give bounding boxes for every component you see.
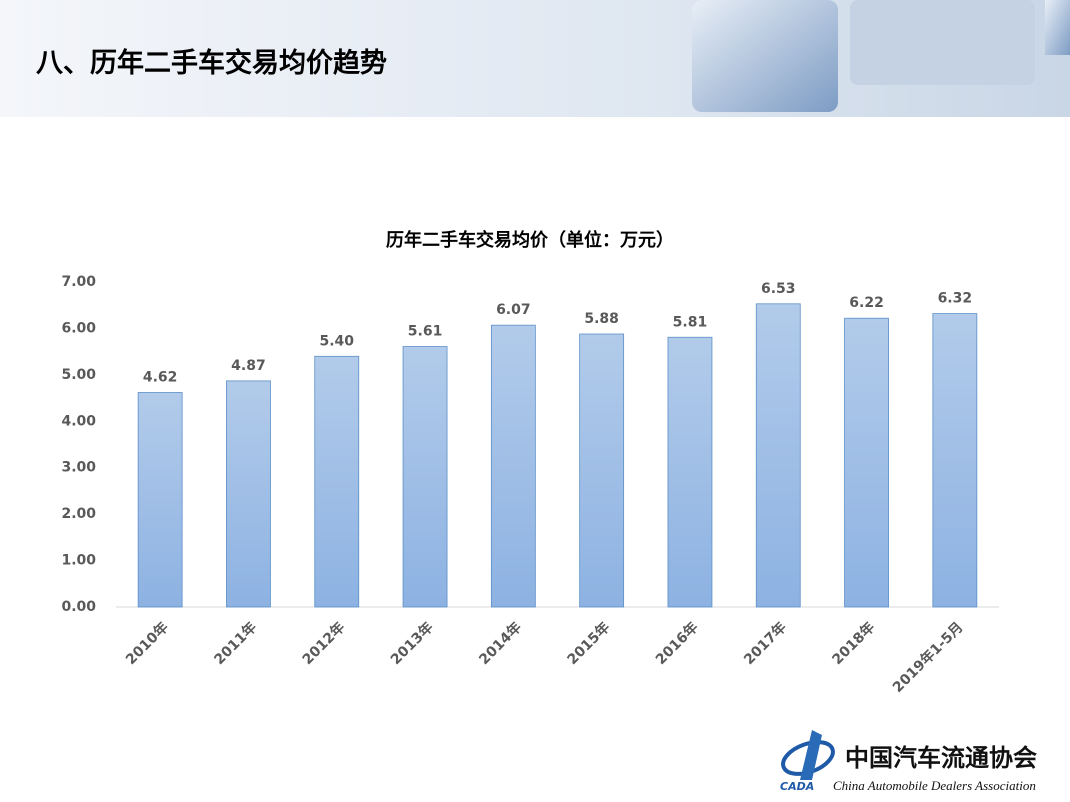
value-label: 4.87 bbox=[231, 358, 266, 374]
y-tick-label: 4.00 bbox=[61, 413, 96, 429]
x-tick-label: 2014年 bbox=[476, 619, 525, 668]
bar bbox=[402, 346, 448, 608]
bar bbox=[490, 324, 536, 608]
value-label: 5.40 bbox=[319, 333, 354, 349]
value-label: 6.32 bbox=[938, 291, 973, 307]
bar bbox=[844, 317, 889, 608]
y-tick-label: 1.00 bbox=[61, 553, 96, 569]
y-tick-label: 0.00 bbox=[61, 599, 96, 615]
value-label: 5.81 bbox=[673, 314, 708, 330]
plot: 0.00 1.00 2.00 3.00 4.00 5.00 6.00 7.00 2010年 4.6… bbox=[61, 274, 999, 696]
value-label: 6.22 bbox=[849, 295, 884, 311]
bar bbox=[226, 380, 271, 608]
bar bbox=[932, 313, 978, 608]
logo-mark: CADA bbox=[780, 780, 814, 793]
x-tick-label: 2015年 bbox=[564, 619, 613, 668]
logo-cn: 中国汽车流通协会 bbox=[845, 744, 1037, 772]
bar bbox=[667, 336, 713, 608]
x-tick-label: 2016年 bbox=[652, 619, 701, 668]
slide-title: 八、历年二手车交易均价趋势 bbox=[36, 47, 387, 79]
logo-shape bbox=[800, 730, 822, 780]
x-tick-label: 2018年 bbox=[829, 619, 878, 668]
bar bbox=[314, 355, 360, 608]
x-tick-label: 2019年1-5月 bbox=[889, 619, 966, 696]
chart-title: 历年二手车交易均价（单位：万元） bbox=[386, 229, 674, 251]
bar bbox=[137, 392, 183, 608]
x-tick-label: 2017年 bbox=[740, 619, 789, 668]
x-tick-label: 2011年 bbox=[211, 619, 260, 668]
value-label: 4.62 bbox=[143, 370, 178, 386]
logo: CADA 中国汽车流通协会 China Automobile Dealers A… bbox=[780, 730, 1037, 793]
y-tick-label: 6.00 bbox=[61, 320, 96, 336]
y-tick-label: 3.00 bbox=[61, 460, 96, 476]
bar bbox=[755, 303, 801, 608]
value-label: 6.07 bbox=[496, 302, 531, 318]
x-tick-label: 2010年 bbox=[122, 619, 171, 668]
value-label: 5.88 bbox=[584, 311, 619, 327]
value-label: 5.61 bbox=[408, 324, 443, 340]
x-tick-label: 2013年 bbox=[387, 619, 436, 668]
value-label: 6.53 bbox=[761, 281, 796, 297]
header-cube bbox=[692, 0, 838, 112]
y-tick-label: 7.00 bbox=[61, 274, 96, 290]
y-tick-label: 5.00 bbox=[61, 367, 96, 383]
bar bbox=[579, 333, 625, 608]
x-tick-label: 2012年 bbox=[299, 619, 348, 668]
logo-en: China Automobile Dealers Association bbox=[833, 778, 1036, 793]
header-cube bbox=[850, 0, 1035, 85]
y-tick-label: 2.00 bbox=[61, 506, 96, 522]
header-cube bbox=[1045, 0, 1070, 55]
